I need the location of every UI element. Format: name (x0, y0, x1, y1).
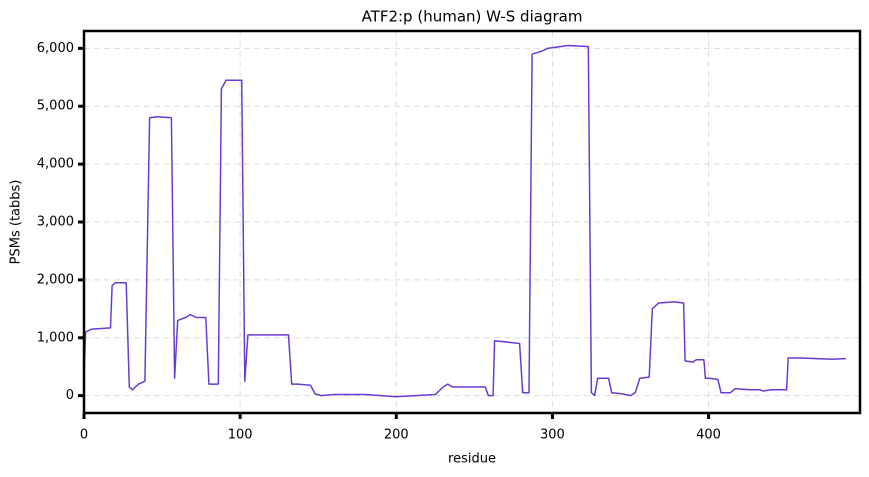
y-tick-label: 4,000 (37, 157, 74, 172)
y-tick-label: 3,000 (37, 215, 74, 230)
x-tick-label: 300 (540, 428, 565, 443)
plot-frame (82, 29, 862, 415)
y-tick-label: 6,000 (37, 41, 74, 56)
chart-title: ATF2:p (human) W-S diagram (362, 8, 583, 26)
x-tick-label: 0 (80, 428, 88, 443)
axes: 0 1,000 2,000 3,000 4,000 5,000 6,000 0 100 200 30… (37, 41, 721, 443)
plot (83, 44, 846, 398)
y-tick-label: 1,000 (37, 330, 74, 345)
x-tick-label: 200 (384, 428, 409, 443)
grid (83, 31, 860, 413)
x-axis-label: residue (448, 452, 496, 467)
data-line (83, 44, 846, 398)
y-tick-label: 0 (66, 388, 74, 403)
y-axis-label: PSMs (tabbs) (9, 180, 24, 265)
x-tick-label: 100 (228, 428, 253, 443)
y-tick-label: 5,000 (37, 99, 74, 114)
x-tick-label: 400 (696, 428, 721, 443)
y-tick-label: 2,000 (37, 272, 74, 287)
